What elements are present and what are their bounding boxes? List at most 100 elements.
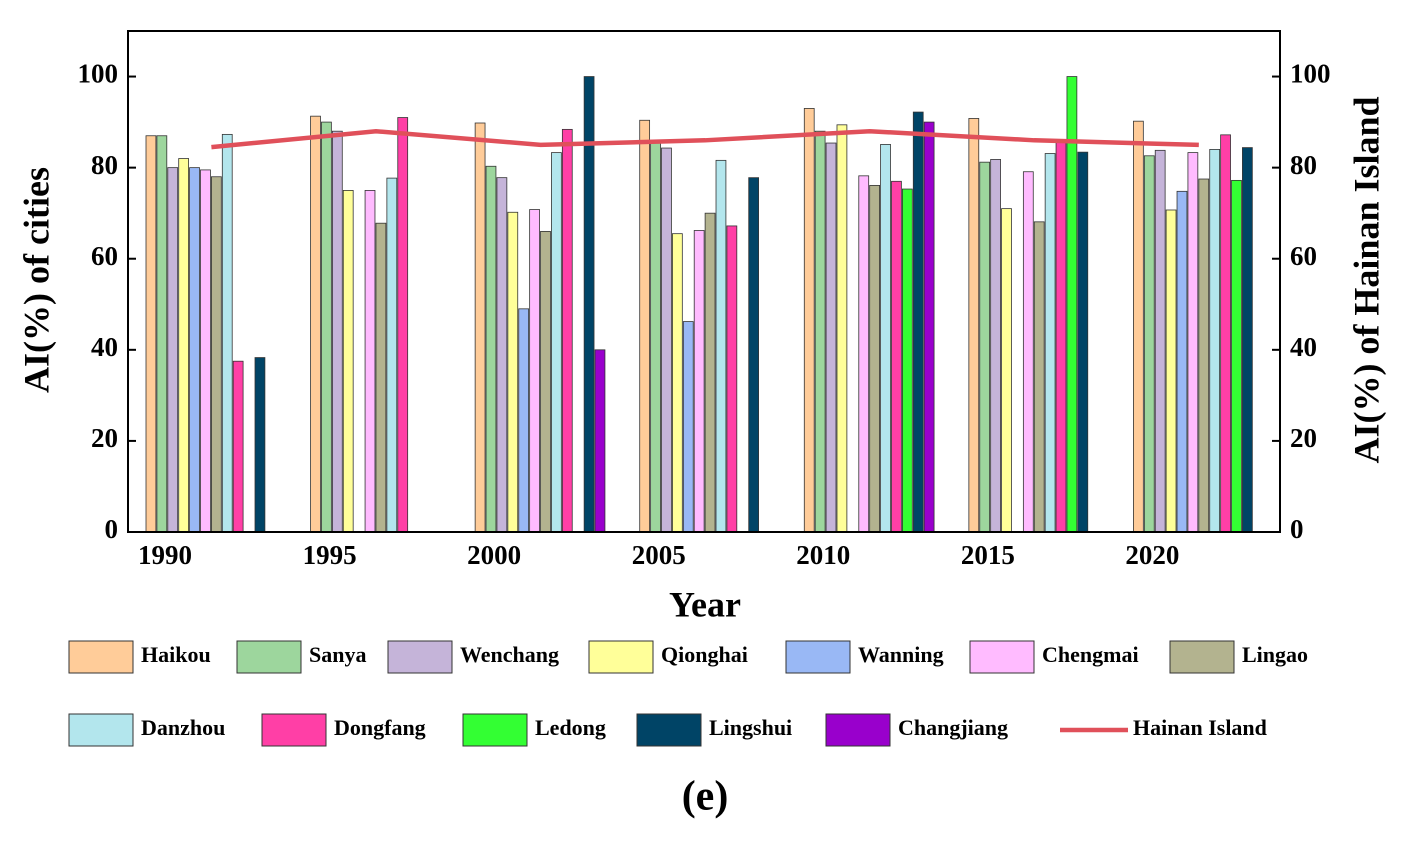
x-tick-label: 2015 [961, 540, 1015, 570]
bar [869, 184, 880, 533]
legend-label: Changjiang [898, 715, 1008, 740]
bar [594, 349, 606, 533]
legend-label: Wanning [858, 642, 944, 667]
legend-swatch [462, 713, 528, 747]
y2-tick-label: 100 [1290, 59, 1331, 89]
bar [726, 225, 738, 533]
bar [1143, 155, 1155, 533]
legend-swatch [236, 640, 302, 674]
x-tick-label: 2020 [1125, 540, 1179, 570]
bar [650, 139, 661, 533]
bar [1001, 208, 1012, 533]
bar [682, 321, 694, 533]
bar [1176, 190, 1188, 533]
bar [375, 222, 387, 533]
legend-swatch [387, 640, 453, 674]
y-tick-label: 60 [91, 241, 118, 271]
bar [1198, 178, 1210, 533]
legend-swatch [588, 640, 654, 674]
y2-tick-label: 60 [1290, 241, 1317, 271]
y2-tick-label: 20 [1290, 423, 1317, 453]
bar [156, 135, 168, 533]
y2-tick-label: 0 [1290, 514, 1304, 544]
legend-label: Haikou [141, 642, 211, 667]
bar [1033, 221, 1045, 533]
bar [1044, 153, 1056, 533]
bar [178, 158, 189, 533]
bar [639, 119, 651, 533]
bar [529, 209, 540, 533]
bar [1220, 134, 1231, 533]
x-tick-label: 1990 [138, 540, 192, 570]
bar [979, 161, 991, 533]
legend-label: Lingshui [709, 715, 792, 740]
bar [518, 308, 530, 533]
bar [561, 128, 573, 533]
bar [704, 212, 716, 533]
bar [1154, 149, 1166, 533]
bar [200, 169, 211, 533]
legend-swatch [825, 713, 891, 747]
y-tick-label: 80 [91, 150, 118, 180]
legend-swatch [969, 640, 1035, 674]
bar [693, 230, 705, 533]
bar [1077, 151, 1089, 533]
bar [1231, 179, 1242, 533]
bar [386, 177, 398, 533]
bar [189, 167, 200, 533]
bar [145, 135, 157, 533]
y-tick-label: 20 [91, 423, 118, 453]
legend-label: Hainan Island [1133, 715, 1267, 740]
legend-label: Qionghai [661, 642, 748, 667]
bar [748, 177, 760, 533]
y2-tick-label: 40 [1290, 332, 1317, 362]
bar [485, 165, 497, 533]
bar [715, 159, 727, 533]
bar [901, 188, 913, 533]
bar [1022, 171, 1034, 533]
bar [507, 211, 519, 533]
bar [891, 180, 902, 533]
legend-label: Ledong [535, 715, 606, 740]
bar [1133, 120, 1144, 533]
bar [923, 121, 935, 533]
bar [672, 233, 683, 533]
bar [474, 122, 486, 533]
x-tick-label: 2005 [632, 540, 686, 570]
legend-swatch [68, 640, 134, 674]
bar [397, 117, 409, 533]
bar [331, 130, 343, 533]
bar [814, 130, 826, 533]
bar [1242, 147, 1253, 533]
bar [254, 357, 266, 533]
bar [551, 152, 562, 533]
bar [167, 167, 179, 533]
line [211, 128, 1199, 150]
y-axis-title: AI(%) of cities [16, 167, 56, 393]
bar [342, 190, 354, 533]
x-tick-label: 1995 [303, 540, 357, 570]
bar [496, 177, 508, 533]
legend-label: Wenchang [460, 642, 559, 667]
bar [1165, 209, 1177, 533]
bar [540, 230, 551, 533]
bar [661, 147, 672, 533]
legend-swatch [68, 713, 134, 747]
y-tick-label: 100 [78, 59, 119, 89]
y-tick-label: 40 [91, 332, 118, 362]
legend-swatch [261, 713, 327, 747]
bar [803, 108, 815, 533]
bar [310, 115, 321, 533]
bar [836, 124, 848, 533]
legend-swatch [636, 713, 702, 747]
legend-label: Lingao [1242, 642, 1308, 667]
bar [880, 144, 891, 533]
x-axis-title: Year [669, 584, 741, 624]
plot-frame [127, 30, 1281, 533]
bar [1209, 149, 1221, 533]
bar [232, 360, 244, 533]
bar [364, 190, 376, 533]
x-tick-label: 2010 [796, 540, 850, 570]
bar [1055, 139, 1067, 533]
